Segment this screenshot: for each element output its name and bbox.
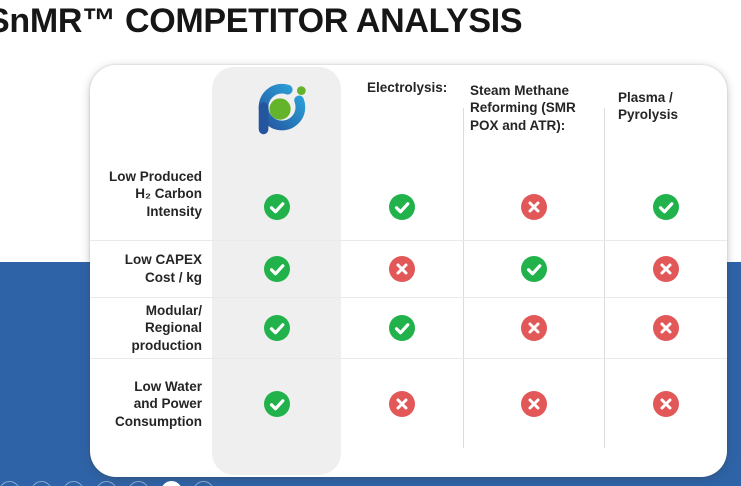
cross-icon	[604, 391, 727, 417]
header-cell-labels	[90, 65, 212, 148]
header-cell-electrolysis: Electrolysis:	[367, 80, 448, 95]
check-icon	[212, 315, 341, 341]
check-icon	[604, 181, 727, 220]
company-logo-icon	[250, 79, 312, 141]
check-icon	[463, 256, 604, 282]
column-divider	[463, 108, 464, 448]
cross-icon	[463, 181, 604, 220]
row-label: Modular/ Regional production	[131, 302, 203, 353]
table-rows: Low Produced H₂ Carbon Intensity Low CAPE…	[90, 148, 727, 449]
cross-icon	[604, 315, 727, 341]
table-header-row: Electrolysis: Steam Methane Reforming (S…	[90, 65, 727, 148]
check-icon	[212, 181, 341, 220]
cross-icon	[341, 391, 463, 417]
table-row: Modular/ Regional production	[90, 297, 727, 358]
cross-icon	[604, 256, 727, 282]
page-title: SnMR™ COMPETITOR ANALYSIS	[0, 2, 523, 40]
check-icon	[212, 391, 341, 417]
row-label: Low Produced H₂ Carbon Intensity	[108, 168, 202, 219]
header-cell-plasma: Plasma / Pyrolysis	[618, 90, 679, 123]
row-label: Low Water and Power Consumption	[115, 378, 202, 429]
cross-icon	[341, 256, 463, 282]
table-row: Low Produced H₂ Carbon Intensity	[90, 148, 727, 240]
table-row: Low Water and Power Consumption	[90, 358, 727, 449]
row-label: Low CAPEX Cost / kg	[124, 252, 202, 285]
header-cell-logo	[212, 65, 341, 148]
table-row: Low CAPEX Cost / kg	[90, 240, 727, 297]
header-cell-smr: Steam Methane Reforming (SMR POX and ATR…	[470, 83, 576, 133]
check-icon	[341, 315, 463, 341]
check-icon	[341, 181, 463, 220]
cross-icon	[463, 391, 604, 417]
cross-icon	[463, 315, 604, 341]
comparison-table-card: Electrolysis: Steam Methane Reforming (S…	[90, 65, 727, 477]
check-icon	[212, 256, 341, 282]
column-divider	[604, 108, 605, 448]
